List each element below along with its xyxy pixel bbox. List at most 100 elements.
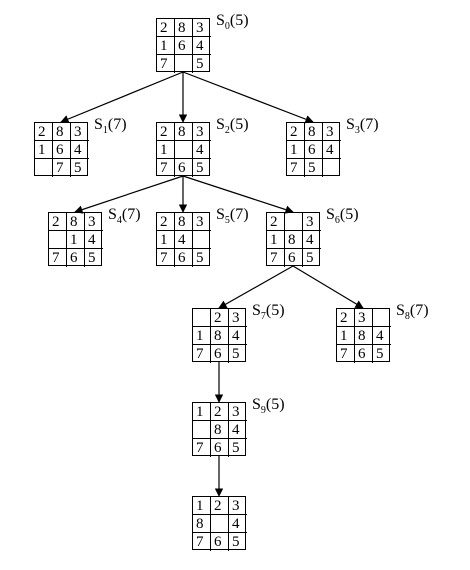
heuristic-value: 5	[345, 206, 354, 223]
puzzle-tile: 7	[193, 439, 211, 457]
puzzle-tile: 4	[175, 231, 193, 249]
state-label: S3(7)	[346, 116, 379, 137]
state-label: S4(7)	[108, 206, 141, 227]
blank-tile	[193, 421, 211, 439]
state-index: 8	[404, 311, 410, 323]
edge-s2-s4	[74, 175, 184, 214]
puzzle-tile: 2	[287, 123, 305, 141]
puzzle-tile: 6	[175, 159, 193, 177]
state-index: 3	[354, 125, 360, 137]
puzzle-tile: 4	[373, 327, 391, 345]
state-index: 9	[260, 405, 266, 417]
puzzle-tile: 1	[157, 37, 175, 55]
puzzle-tile: 3	[323, 123, 341, 141]
state-label: S2(5)	[216, 116, 249, 137]
puzzle-tile: 6	[285, 249, 303, 267]
puzzle-tile: 3	[193, 213, 211, 231]
puzzle-tile: 8	[285, 231, 303, 249]
blank-tile	[193, 231, 211, 249]
edge-s2-s6	[182, 175, 294, 214]
puzzle-tile: 2	[337, 309, 355, 327]
state-index: 1	[102, 125, 108, 137]
puzzle-tile: 3	[229, 497, 247, 515]
puzzle-tile: 4	[85, 231, 103, 249]
puzzle-tile: 6	[355, 345, 373, 363]
edge-s0-s1	[60, 71, 184, 124]
puzzle-tile: 7	[157, 159, 175, 177]
blank-tile	[323, 159, 341, 177]
heuristic-value: 7	[127, 206, 136, 223]
puzzle-tile: 3	[193, 19, 211, 37]
puzzle-tile: 6	[175, 249, 193, 267]
blank-tile	[193, 309, 211, 327]
puzzle-tile: 1	[157, 231, 175, 249]
puzzle-tile: 3	[193, 123, 211, 141]
puzzle-tile: 1	[157, 141, 175, 159]
blank-tile	[175, 141, 193, 159]
puzzle-tile: 2	[35, 123, 53, 141]
puzzle-tile: 4	[229, 327, 247, 345]
puzzle-tile: 7	[267, 249, 285, 267]
puzzle-tile: 7	[157, 249, 175, 267]
puzzle-tile: 2	[267, 213, 285, 231]
puzzle-tile: 5	[305, 159, 323, 177]
puzzle-tile: 8	[193, 515, 211, 533]
state-index: 0	[224, 21, 230, 33]
state-label: S1(7)	[94, 116, 127, 137]
puzzle-tile: 1	[35, 141, 53, 159]
heuristic-value: 7	[415, 302, 424, 319]
puzzle-tile: 2	[157, 19, 175, 37]
heuristic-value: 7	[365, 116, 374, 133]
state-index: 2	[224, 125, 230, 137]
puzzle-tile: 2	[211, 403, 229, 421]
puzzle-tile: 6	[211, 439, 229, 457]
puzzle-tile: 6	[211, 533, 229, 551]
puzzle-tile: 3	[229, 403, 247, 421]
edge-s6-s8	[292, 265, 364, 309]
edge-s0-s3	[182, 71, 314, 124]
puzzle-tile: 3	[71, 123, 89, 141]
puzzle-tile: 7	[49, 249, 67, 267]
puzzle-tile: 1	[337, 327, 355, 345]
puzzle-tile: 1	[193, 327, 211, 345]
puzzle-tile: 6	[305, 141, 323, 159]
puzzle-tile: 8	[211, 421, 229, 439]
puzzle-tile: 2	[211, 309, 229, 327]
puzzle-tile: 7	[157, 55, 175, 73]
puzzle-tile: 8	[355, 327, 373, 345]
state-label: S5(7)	[216, 206, 249, 227]
state-index: 6	[334, 215, 340, 227]
puzzle-tile: 2	[211, 497, 229, 515]
puzzle-tile: 2	[49, 213, 67, 231]
puzzle-tile: 6	[67, 249, 85, 267]
puzzle-tile: 1	[193, 403, 211, 421]
puzzle-tile: 5	[196, 56, 204, 72]
puzzle-tile: 5	[196, 160, 204, 176]
blank-tile	[35, 159, 53, 177]
state-label: S9(5)	[252, 396, 285, 417]
puzzle-tile: 8	[175, 123, 193, 141]
puzzle-tile: 1	[67, 231, 85, 249]
heuristic-value: 7	[113, 116, 122, 133]
puzzle-tile: 7	[193, 345, 211, 363]
puzzle-tile: 1	[193, 497, 211, 515]
puzzle-tile: 7	[53, 159, 71, 177]
puzzle-tile: 2	[157, 123, 175, 141]
state-index: 5	[224, 215, 230, 227]
state-label: S7(5)	[252, 302, 285, 323]
puzzle-tile: 5	[232, 534, 240, 550]
state-label: S6(5)	[326, 206, 359, 227]
puzzle-tile: 5	[232, 346, 240, 362]
state-label: S8(7)	[396, 302, 429, 323]
blank-tile	[285, 213, 303, 231]
edge-s6-s7	[218, 265, 294, 309]
puzzle-tile: 8	[175, 19, 193, 37]
puzzle-tile: 8	[53, 123, 71, 141]
